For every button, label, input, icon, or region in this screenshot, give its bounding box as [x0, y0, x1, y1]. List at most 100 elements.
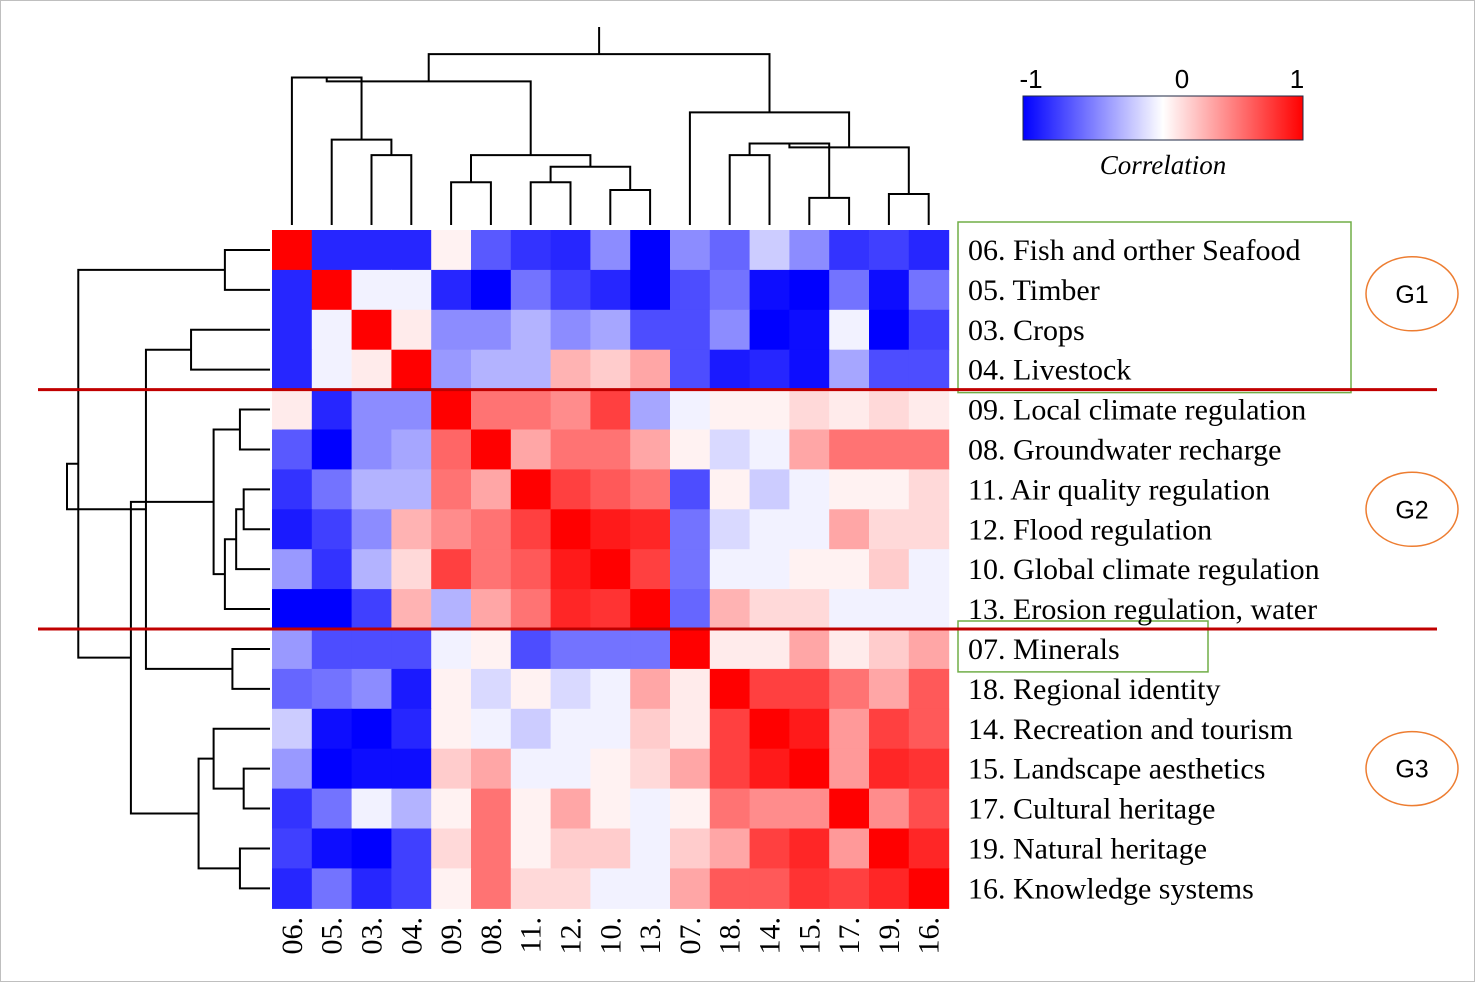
column-label: 13.	[634, 917, 667, 955]
heatmap-cell-r11-c12	[749, 668, 790, 710]
heatmap-cell-r5-c0	[272, 429, 313, 470]
heatmap-cell-r0-c3	[391, 230, 432, 271]
row-label: 16. Knowledge systems	[968, 872, 1254, 905]
row-label: 13. Erosion regulation, water	[968, 593, 1317, 626]
row-dendrogram-link	[223, 538, 270, 611]
heatmap-cell-r7-c11	[709, 509, 751, 550]
heatmap-cell-r15-c2	[351, 828, 392, 869]
heatmap-cell-r13-c7	[550, 748, 591, 790]
heatmap-cell-r5-c15	[869, 429, 910, 470]
heatmap-cell-r9-c3	[391, 589, 432, 630]
heatmap-cell-r12-c4	[431, 708, 472, 750]
heatmap-cell-r10-c8	[590, 629, 631, 670]
heatmap-cell-r8-c10	[670, 549, 711, 590]
heatmap-cell-r12-c5	[471, 708, 512, 750]
heatmap-cell-r16-c13	[789, 868, 830, 909]
heatmap-cells	[272, 230, 950, 909]
heatmap-cell-r5-c3	[391, 429, 432, 470]
heatmap-cell-r9-c16	[908, 589, 950, 630]
group-badge-ellipse	[1365, 730, 1459, 807]
heatmap-cell-r15-c11	[709, 828, 751, 869]
heatmap-cell-r15-c16	[908, 828, 950, 869]
heatmap-cell-r12-c15	[869, 708, 910, 750]
column-label: 14.	[754, 917, 787, 955]
heatmap-cell-r4-c14	[829, 389, 870, 431]
row-label: 09. Local climate regulation	[968, 394, 1306, 427]
heatmap-cell-r9-c1	[311, 589, 353, 630]
column-label: 12.	[555, 917, 588, 955]
heatmap-cell-r7-c8	[590, 509, 631, 550]
label-highlight-boxes	[957, 221, 1352, 673]
col-dendrogram-link	[325, 77, 532, 156]
heatmap-cell-r8-c6	[510, 549, 552, 590]
heatmap-cell-r2-c4	[431, 309, 472, 351]
heatmap-cell-r15-c8	[590, 828, 631, 869]
heatmap-cell-r13-c8	[590, 748, 631, 790]
colorbar-gradient	[1022, 95, 1304, 141]
heatmap-cell-r1-c2	[351, 269, 392, 311]
col-dendrogram-link	[609, 189, 652, 225]
heatmap-cell-r6-c16	[908, 469, 950, 510]
heatmap-cell-r16-c15	[869, 868, 910, 909]
heatmap-cell-r4-c15	[869, 389, 910, 431]
heatmap-cell-r7-c4	[431, 509, 472, 550]
colorbar-min-label: -1	[1019, 64, 1042, 94]
heatmap-cell-r13-c5	[471, 748, 512, 790]
heatmap-cell-r8-c12	[749, 549, 790, 590]
heatmap-cell-r0-c2	[351, 230, 392, 271]
heatmap-cell-r12-c7	[550, 708, 591, 750]
heatmap-cell-r2-c9	[630, 309, 671, 351]
heatmap-cell-r0-c11	[709, 230, 751, 271]
heatmap-cell-r16-c2	[351, 868, 392, 909]
heatmap-cell-r0-c4	[431, 230, 472, 271]
heatmap-cell-r4-c1	[311, 389, 353, 431]
heatmap-cell-r0-c14	[829, 230, 870, 271]
label-highlight-box	[957, 221, 1352, 394]
heatmap-cell-r5-c8	[590, 429, 631, 470]
heatmap-cell-r9-c4	[431, 589, 472, 630]
heatmap-cell-r0-c8	[590, 230, 631, 271]
heatmap-cell-r11-c3	[391, 668, 432, 710]
heatmap-cell-r3-c4	[431, 349, 472, 391]
heatmap-cell-r2-c5	[471, 309, 512, 351]
heatmap-cell-r12-c11	[709, 708, 751, 750]
heatmap-cell-r3-c16	[908, 349, 950, 391]
row-label: 06. Fish and orther Seafood	[968, 234, 1300, 267]
heatmap-cell-r4-c11	[709, 389, 751, 431]
row-dendrogram-link	[242, 488, 270, 531]
col-dendrogram-link	[290, 76, 363, 225]
heatmap-cell-r6-c1	[311, 469, 353, 510]
heatmap-cell-r15-c13	[789, 828, 830, 869]
column-label: 18.	[714, 917, 747, 955]
heatmap-cell-r3-c3	[391, 349, 432, 391]
heatmap-cell-r10-c6	[510, 629, 552, 670]
heatmap-cell-r16-c3	[391, 868, 432, 909]
heatmap-cell-r13-c9	[630, 748, 671, 790]
heatmap-cell-r8-c7	[550, 549, 591, 590]
column-label: 09.	[435, 917, 468, 955]
heatmap-cell-r2-c15	[869, 309, 910, 351]
heatmap-cell-r2-c12	[749, 309, 790, 351]
heatmap-cell-r0-c13	[789, 230, 830, 271]
heatmap-cell-r15-c15	[869, 828, 910, 869]
heatmap-cell-r10-c16	[908, 629, 950, 670]
heatmap-cell-r7-c2	[351, 509, 392, 550]
heatmap-cell-r6-c13	[789, 469, 830, 510]
col-dendrogram-link	[370, 154, 413, 225]
heatmap-cell-r11-c2	[351, 668, 392, 710]
heatmap-cell-r3-c11	[709, 349, 751, 391]
heatmap-cell-r4-c6	[510, 389, 552, 431]
heatmap-cell-r14-c0	[272, 788, 313, 830]
heatmap-cell-r4-c7	[550, 389, 591, 431]
heatmap-cell-r5-c7	[550, 429, 591, 470]
heatmap-cell-r13-c12	[749, 748, 790, 790]
group-badge-ellipse	[1365, 256, 1459, 332]
heatmap-cell-r1-c6	[510, 269, 552, 311]
heatmap-cell-r11-c13	[789, 668, 830, 710]
heatmap-cell-r4-c8	[590, 389, 631, 431]
row-label: 18. Regional identity	[968, 673, 1220, 706]
heatmap-cell-r9-c6	[510, 589, 552, 630]
row-labels: 06. Fish and orther Seafood 05. Timber 03.…	[968, 234, 1320, 906]
heatmap-cell-r10-c5	[471, 629, 512, 670]
heatmap-cell-r14-c13	[789, 788, 830, 830]
